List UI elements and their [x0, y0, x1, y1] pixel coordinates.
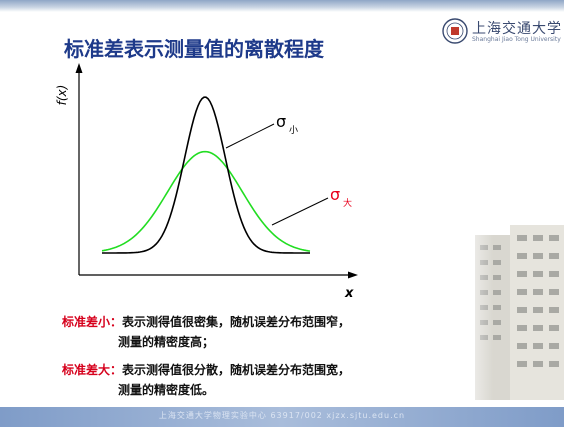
emblem-icon — [442, 18, 468, 44]
series-line-large-sigma — [101, 150, 311, 252]
note-small-highlight: 标准差小： — [62, 315, 123, 329]
note-small-text: 表示测得值很密集，随机误差分布范围窄， — [122, 315, 351, 329]
note-large-continuation: 测量的精密度低。 — [118, 383, 215, 397]
note-large-highlight: 标准差大： — [62, 363, 123, 377]
logo-text-en: Shanghai Jiao Tong University — [472, 36, 561, 43]
series-label-large-sigma: σ 大 — [330, 185, 352, 209]
sigma-large-symbol: σ — [330, 185, 340, 204]
header-band — [0, 0, 564, 12]
building-photo — [455, 225, 564, 400]
distribution-plot: f(x) x σ 小 σ 大 — [55, 63, 358, 301]
logo-text-cn: 上海交通大学 — [472, 21, 562, 37]
x-axis-label: x — [344, 286, 354, 301]
university-logo: 上海交通大学 Shanghai Jiao Tong University — [440, 14, 562, 50]
footer-text: 上海交通大学物理实验中心 63917/002 xjzx.sjtu.edu.cn — [158, 411, 406, 420]
y-axis-arrow-icon — [75, 63, 83, 73]
series-line-small-sigma — [102, 96, 310, 254]
series-label-small-sigma: σ 小 — [276, 112, 298, 136]
sigma-small-symbol: σ — [276, 112, 286, 131]
y-axis-label: f(x) — [55, 85, 69, 106]
label-leader-small — [225, 123, 275, 149]
note-small-sigma: 标准差小：表示测得值很密集，随机误差分布范围窄， — [62, 313, 350, 331]
footer-bar: 上海交通大学物理实验中心 63917/002 xjzx.sjtu.edu.cn — [0, 407, 564, 427]
note-large-text: 表示测得值很分散，随机误差分布范围宽， — [122, 363, 351, 377]
slide-title: 标准差表示测量值的离散程度 — [64, 37, 324, 61]
note-large-sigma: 标准差大：表示测得值很分散，随机误差分布范围宽， — [62, 361, 350, 379]
note-small-continuation: 测量的精密度高； — [118, 335, 215, 349]
sigma-small-subscript: 小 — [289, 125, 298, 136]
x-axis-arrow-icon — [348, 271, 358, 279]
sigma-large-subscript: 大 — [343, 197, 352, 209]
label-leader-large — [271, 197, 329, 226]
